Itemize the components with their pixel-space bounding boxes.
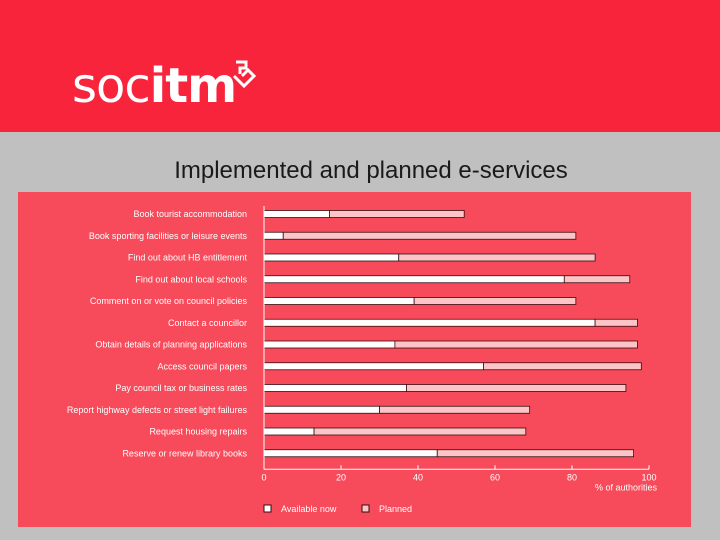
bar-planned [436, 449, 635, 458]
bar-available-now [263, 318, 596, 327]
category-label: Pay council tax or business rates [115, 383, 247, 393]
bar-planned [398, 253, 596, 262]
category-label: Report highway defects or street light f… [67, 405, 248, 415]
bar-available-now [263, 231, 284, 240]
bar-planned [379, 405, 531, 414]
bar-available-now [263, 253, 400, 262]
bar-planned [394, 340, 638, 349]
bar-planned [406, 384, 627, 392]
x-axis-title: % of authorities [595, 482, 658, 492]
bar-planned [483, 362, 642, 371]
bar-available-now [263, 297, 415, 305]
category-label: Access council papers [157, 361, 247, 371]
bar-available-now [263, 340, 396, 349]
category-label: Contact a councillor [168, 318, 247, 328]
bar-available-now [263, 427, 315, 436]
socitm-logo: socitm [72, 62, 237, 110]
slide-title: Implemented and planned e-services [174, 157, 568, 184]
x-tick-label: 20 [336, 472, 346, 482]
header-banner: socitm [0, 0, 720, 132]
bar-planned [282, 231, 577, 240]
category-label: Reserve or renew library books [122, 448, 247, 458]
bar-planned [413, 297, 577, 305]
bar-planned [563, 275, 631, 284]
category-label: Obtain details of planning applications [95, 340, 247, 350]
bar-planned [313, 427, 527, 436]
logo-soc-text: soc [72, 58, 151, 114]
bar-available-now [263, 384, 407, 392]
x-tick-label: 0 [261, 472, 266, 482]
bar-available-now [263, 405, 380, 414]
category-label: Find out about local schools [135, 274, 247, 284]
category-label: Book sporting facilities or leisure even… [89, 231, 248, 241]
legend-swatch-planned [361, 504, 370, 513]
bar-available-now [263, 449, 438, 458]
legend-swatch-available-now [263, 504, 272, 513]
category-label: Request housing repairs [149, 427, 247, 437]
x-tick-label: 40 [413, 472, 423, 482]
category-label: Book tourist accommodation [133, 209, 247, 219]
bar-available-now [263, 362, 484, 371]
bar-chart: Book tourist accommodation Book sporting … [67, 206, 658, 514]
logo-itm-text: itm [149, 58, 237, 114]
x-tick-label: 80 [567, 472, 577, 482]
chart-panel: Book tourist accommodation Book sporting … [18, 192, 691, 527]
logo-mark-icon [232, 60, 257, 89]
category-label: Comment on or vote on council policies [90, 296, 248, 306]
x-tick-label: 60 [490, 472, 500, 482]
bar-available-now [263, 275, 565, 284]
x-tick-label: 100 [641, 472, 656, 482]
legend-label-available-now: Available now [281, 504, 337, 514]
bar-available-now [263, 210, 330, 218]
category-label: Find out about HB entitlement [128, 253, 248, 263]
bar-planned [329, 210, 465, 218]
legend-label-planned: Planned [379, 504, 412, 514]
bar-planned [594, 318, 638, 327]
